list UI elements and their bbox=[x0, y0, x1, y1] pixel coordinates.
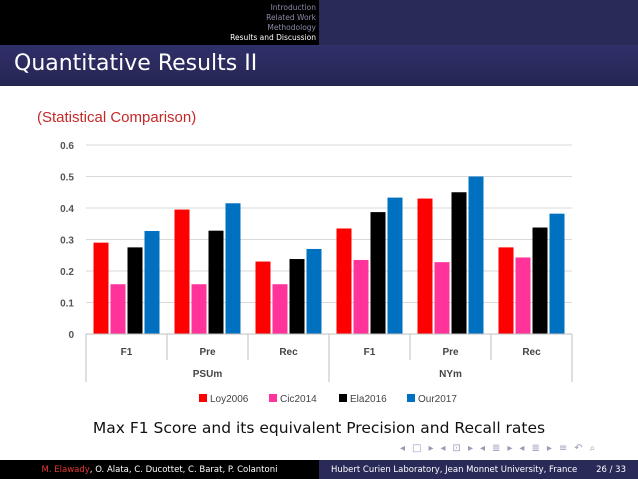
nav-symbol-2-icon[interactable]: ▸ bbox=[428, 443, 434, 454]
legend-label-loy2006: Loy2006 bbox=[210, 394, 249, 405]
nav-item-methodology[interactable]: Methodology bbox=[267, 23, 316, 32]
nav-symbol-11-icon[interactable]: ▸ bbox=[546, 443, 552, 454]
x-tick-label: Pre bbox=[199, 347, 216, 358]
legend-swatch-cic2014 bbox=[269, 394, 277, 402]
y-tick-label: 0.1 bbox=[60, 299, 74, 310]
bar-our2017-1 bbox=[225, 203, 241, 334]
bar-cic2014-0 bbox=[110, 284, 126, 334]
y-tick-label: 0.3 bbox=[60, 236, 74, 247]
footer-page-number: 26 / 33 bbox=[596, 464, 626, 475]
bar-ela2016-0 bbox=[127, 247, 143, 334]
bar-our2017-2 bbox=[306, 248, 322, 334]
footer-institution: Hubert Curien Laboratory, Jean Monnet Un… bbox=[331, 464, 578, 475]
nav-symbol-1-icon[interactable]: □ bbox=[412, 443, 422, 454]
bar-ela2016-3 bbox=[370, 212, 386, 334]
nav-symbol-9-icon[interactable]: ◂ bbox=[519, 443, 525, 454]
bar-our2017-5 bbox=[549, 213, 565, 334]
y-tick-label: 0.2 bbox=[60, 267, 74, 278]
y-tick-label: 0 bbox=[68, 330, 74, 341]
bar-cic2014-1 bbox=[191, 284, 207, 334]
nav-symbol-8-icon[interactable]: ▸ bbox=[507, 443, 513, 454]
legend-label-cic2014: Cic2014 bbox=[280, 394, 317, 405]
bar-ela2016-2 bbox=[289, 259, 305, 334]
bar-loy2006-4 bbox=[417, 198, 433, 334]
bar-cic2014-4 bbox=[434, 262, 450, 334]
nav-symbol-10-icon[interactable]: ≣ bbox=[531, 443, 540, 454]
bar-loy2006-5 bbox=[498, 247, 514, 334]
nav-item-results-and-discussion[interactable]: Results and Discussion bbox=[230, 33, 316, 42]
nav-symbol-3-icon[interactable]: ◂ bbox=[440, 443, 446, 454]
bar-cic2014-5 bbox=[515, 257, 531, 334]
bar-ela2016-1 bbox=[208, 230, 224, 334]
nav-item-introduction[interactable]: Introduction bbox=[270, 3, 316, 12]
legend-swatch-our2017 bbox=[407, 394, 415, 402]
footer-authors-rest: , O. Alata, C. Ducottet, C. Barat, P. Co… bbox=[89, 464, 278, 475]
frame-title-bar: Quantitative Results II bbox=[0, 45, 638, 86]
x-tick-label: F1 bbox=[121, 347, 133, 358]
bar-chart: 0 0.1 0.2 0.3 0.4 0.5 0.6 F1 Pre Rec F1 Pre Rec PSUm N… bbox=[60, 141, 573, 405]
footer-institution-panel: Hubert Curien Laboratory, Jean Monnet Un… bbox=[319, 460, 638, 479]
y-tick-label: 0.6 bbox=[60, 141, 74, 152]
bar-loy2006-1 bbox=[174, 209, 190, 334]
x-tick-label: Rec bbox=[522, 347, 541, 358]
nav-symbol-14-icon[interactable]: ⌕ bbox=[589, 443, 596, 454]
nav-symbol-6-icon[interactable]: ◂ bbox=[479, 443, 485, 454]
section-navigation-bar: Introduction Related Work Methodology Re… bbox=[0, 0, 638, 45]
legend-label-our2017: Our2017 bbox=[418, 394, 457, 405]
footer-author-highlight: M. Elawady bbox=[41, 464, 90, 475]
bar-ela2016-5 bbox=[532, 227, 548, 334]
nav-symbol-7-icon[interactable]: ≣ bbox=[492, 443, 501, 454]
chart-subtitle: (Statistical Comparison) bbox=[37, 109, 197, 126]
nav-symbol-12-icon[interactable]: ≡ bbox=[558, 443, 568, 454]
footer-authors: M. Elawady, O. Alata, C. Ducottet, C. Ba… bbox=[0, 460, 319, 479]
nav-left-panel bbox=[0, 0, 319, 45]
legend-swatch-ela2016 bbox=[339, 394, 347, 402]
bar-loy2006-0 bbox=[93, 242, 109, 334]
nav-item-related-work[interactable]: Related Work bbox=[266, 13, 316, 22]
x-group-label: PSUm bbox=[193, 369, 223, 380]
beamer-navigation-symbols: ◂ □ ▸ ◂ ⊡ ▸ ◂ ≣ ▸ ◂ ≣ ▸ ≡ ↶ ⌕ bbox=[400, 443, 595, 454]
slide-footer: M. Elawady, O. Alata, C. Ducottet, C. Ba… bbox=[0, 460, 638, 479]
nav-symbol-4-icon[interactable]: ⊡ bbox=[452, 443, 461, 454]
nav-symbol-0-icon[interactable]: ◂ bbox=[400, 443, 406, 454]
bar-our2017-4 bbox=[468, 176, 484, 334]
bar-cic2014-2 bbox=[272, 284, 288, 334]
bar-cic2014-3 bbox=[353, 259, 369, 334]
y-tick-label: 0.5 bbox=[60, 173, 74, 184]
bar-ela2016-4 bbox=[451, 192, 467, 334]
slide-caption: Max F1 Score and its equivalent Precisio… bbox=[92, 419, 546, 437]
x-tick-label: Pre bbox=[442, 347, 459, 358]
nav-right-panel bbox=[319, 0, 638, 45]
bar-our2017-3 bbox=[387, 197, 403, 334]
y-tick-label: 0.4 bbox=[60, 204, 74, 215]
bar-our2017-0 bbox=[144, 230, 160, 334]
x-group-label: NYm bbox=[439, 369, 462, 380]
legend-swatch-loy2006 bbox=[199, 394, 207, 402]
nav-symbol-13-icon[interactable]: ↶ bbox=[574, 443, 583, 454]
nav-symbol-5-icon[interactable]: ▸ bbox=[467, 443, 473, 454]
legend-label-ela2016: Ela2016 bbox=[350, 394, 387, 405]
x-tick-label: F1 bbox=[364, 347, 376, 358]
bar-loy2006-3 bbox=[336, 228, 352, 334]
bar-loy2006-2 bbox=[255, 261, 271, 334]
section-list: Introduction Related Work Methodology Re… bbox=[230, 3, 316, 43]
slide-title: Quantitative Results II bbox=[14, 51, 258, 76]
x-tick-label: Rec bbox=[279, 347, 298, 358]
